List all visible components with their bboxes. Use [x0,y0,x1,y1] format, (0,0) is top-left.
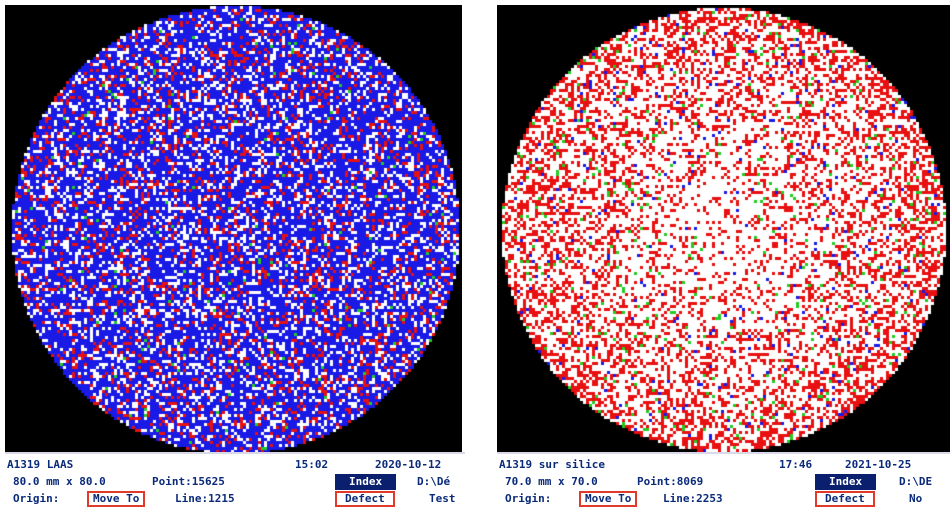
scan-size: 70.0 mm x 70.0 [505,475,598,488]
wafer-map[interactable] [5,5,462,452]
scan-date: 2020-10-12 [375,458,442,471]
scan-time: 17:46 [779,458,813,471]
point-count: Point:15625 [152,475,225,488]
line-count: Line:1215 [175,492,235,505]
note-label: Test [429,492,456,505]
divider [497,452,950,454]
point-count: Point:8069 [637,475,704,488]
origin-label: Origin: [13,492,60,505]
index-button[interactable]: Index [815,474,877,490]
origin-label: Origin: [505,492,552,505]
defect-button[interactable]: Defect [335,491,395,507]
file-path: D:\Dé [417,475,451,488]
line-count: Line:2253 [663,492,723,505]
scan-date: 2021-10-25 [845,458,912,471]
wafer-panel-right: A1319 sur silice 17:46 2021-10-25 70.0 m… [492,0,950,513]
scan-size: 80.0 mm x 80.0 [13,475,106,488]
divider [5,452,465,454]
move-to-button[interactable]: Move To [579,491,638,507]
index-button[interactable]: Index [335,474,397,490]
sample-name: A1319 sur silice [499,458,605,471]
wafer-map[interactable] [497,5,950,452]
defect-button[interactable]: Defect [815,491,875,507]
wafer-panel-left: A1319 LAAS 15:02 2020-10-12 80.0 mm x 80… [0,0,465,513]
scan-time: 15:02 [295,458,329,471]
note-label: No [909,492,923,505]
wafer-map-view[interactable] [497,5,950,452]
move-to-button[interactable]: Move To [87,491,146,507]
sample-name: A1319 LAAS [7,458,74,471]
wafer-map-view[interactable] [5,5,462,452]
file-path: D:\DE [899,475,933,488]
info-bar: A1319 sur silice 17:46 2021-10-25 70.0 m… [497,452,950,513]
info-bar: A1319 LAAS 15:02 2020-10-12 80.0 mm x 80… [5,452,465,513]
